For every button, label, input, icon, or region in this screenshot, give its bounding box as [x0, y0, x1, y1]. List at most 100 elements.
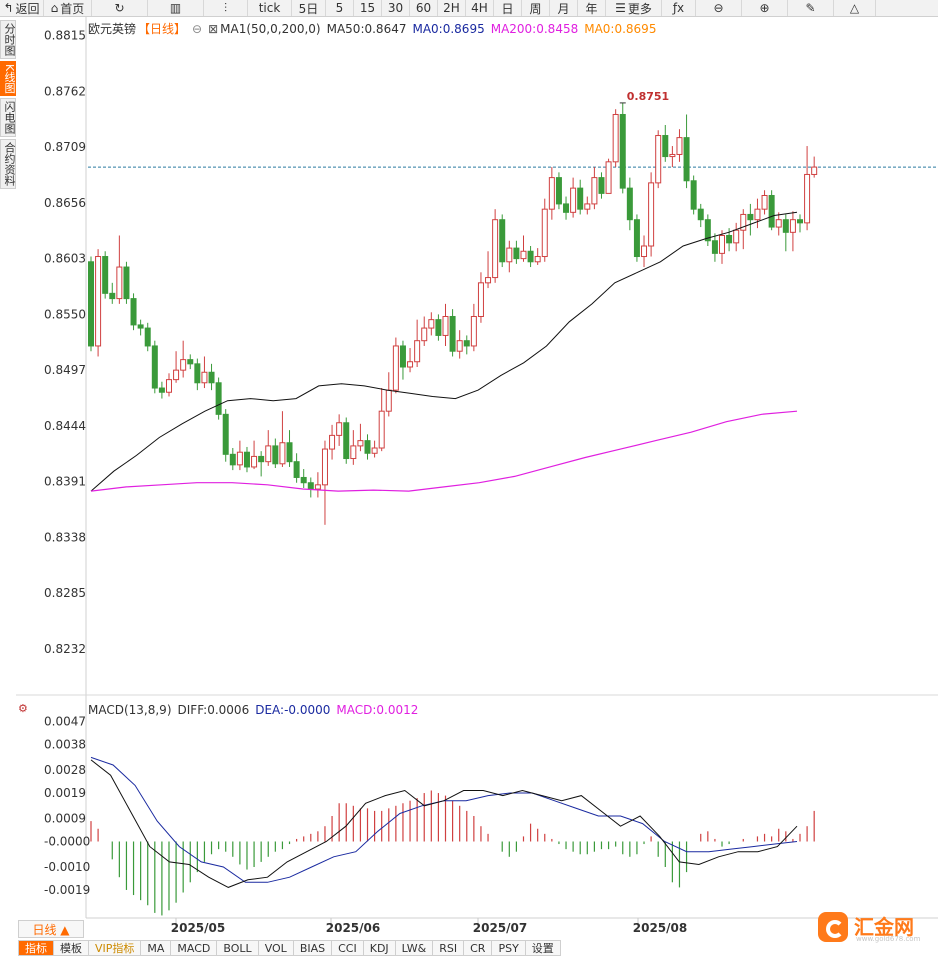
period-60[interactable]: 60 [410, 0, 438, 16]
period-select-button[interactable]: 日线 ▲ [18, 920, 84, 938]
left-tab-1[interactable]: K线图 [0, 61, 16, 97]
macd-value: MACD:0.0012 [336, 703, 419, 717]
toolbar: ↰ 返回 ⌂ 首页 ↻ ▥ ⫶ tick 5日 5 15 30 60 2H 4H 日周月年 ☰ 更多 ƒx ⊖ ⊕ ✎ △ [0, 0, 938, 17]
candle-body [797, 219, 803, 224]
candle-body [442, 315, 449, 336]
macd-name: MACD(13,8,9) [88, 703, 172, 717]
candle-body [591, 177, 598, 205]
left-tab-0[interactable]: 分时图 [0, 20, 16, 59]
candle-body [612, 113, 619, 163]
candle-body [371, 447, 378, 454]
candle-body [421, 327, 428, 342]
period-week[interactable]: 周 [522, 0, 550, 16]
indicator-tab-14[interactable]: 设置 [525, 940, 561, 956]
candle-body [350, 445, 357, 460]
indicator-tab-9[interactable]: KDJ [363, 940, 396, 956]
candle-body [697, 208, 704, 221]
macd-settings-icon[interactable]: ⚙ [18, 702, 28, 715]
candle-body [378, 410, 385, 449]
indicator-tab-11[interactable]: RSI [433, 940, 465, 956]
back-button[interactable]: ↰ 返回 [0, 0, 44, 16]
logo-icon [818, 912, 848, 942]
draw-button[interactable]: ✎ [788, 0, 834, 16]
period-15[interactable]: 15 [354, 0, 382, 16]
home-button[interactable]: ⌂ 首页 [44, 0, 92, 16]
indicator-tab-0[interactable]: 指标 [18, 940, 54, 956]
indicator-tab-8[interactable]: CCI [332, 940, 364, 956]
candle-body [527, 250, 534, 263]
indicator-tab-4[interactable]: MACD [171, 940, 218, 956]
candle-body [307, 482, 314, 490]
candle-body [102, 256, 109, 294]
candle-body [343, 422, 350, 460]
period-year[interactable]: 年 [578, 0, 606, 16]
ma-name: MA1(50,0,200,0) [220, 22, 321, 36]
candle-body [137, 324, 144, 329]
y-tick-label: 0.8550 [44, 307, 86, 321]
main-legend: 欧元英镑 【日线】 ⊖ ⊠ MA1(50,0,200,0) MA50:0.8647 MA0:… [88, 20, 662, 37]
period-30[interactable]: 30 [382, 0, 410, 16]
indicator-tab-5[interactable]: BOLL [217, 940, 259, 956]
candlestick-button[interactable]: ⫶ [204, 0, 248, 16]
indicator-tab-13[interactable]: PSY [492, 940, 526, 956]
ma50-line [90, 211, 798, 492]
candle-body [534, 256, 541, 263]
zoom-in-icon: ⊕ [759, 1, 770, 15]
period-2h-label: 2H [443, 1, 460, 15]
triangle-icon: △ [849, 1, 860, 15]
indicator-tab-7[interactable]: BIAS [293, 940, 333, 956]
candle-body [321, 448, 328, 486]
left-tab-3[interactable]: 合约资料 [0, 139, 16, 190]
period-2h[interactable]: 2H [438, 0, 466, 16]
candle-body [485, 277, 492, 284]
candle-body [747, 213, 754, 221]
zoom-in-button[interactable]: ⊕ [742, 0, 788, 16]
candlestick-icon: ⫶ [223, 0, 227, 15]
refresh-button[interactable]: ↻ [92, 0, 148, 16]
symbol-name: 欧元英镑 [88, 22, 137, 36]
x-tick-label: 2025/08 [633, 921, 687, 935]
close-legend-icon[interactable]: ⊖ [192, 22, 203, 36]
period-5day[interactable]: 5日 [292, 0, 326, 16]
candle-body [782, 219, 789, 233]
more-button[interactable]: ☰ 更多 [606, 0, 662, 16]
indicator-tab-3[interactable]: MA [141, 940, 172, 956]
period-5day-label: 5日 [298, 1, 319, 16]
macd-diff-value: DIFF:0.0006 [177, 703, 250, 717]
period-4h-label: 4H [471, 1, 488, 15]
indicator-tab-1[interactable]: 模板 [54, 940, 89, 956]
indicator-icon[interactable]: ⊠ [208, 22, 219, 36]
indicator-tab-10[interactable]: LW& [395, 940, 434, 956]
macd-y-tick-label: -0.0000 [44, 835, 90, 849]
indicator-tab-12[interactable]: CR [464, 940, 493, 956]
candle-body [768, 194, 775, 228]
period-tick[interactable]: tick [248, 0, 292, 16]
left-tab-bar: 分时图 K线图 闪电图 合约资料 [0, 20, 16, 191]
macd-legend: MACD(13,8,9) DIFF:0.0006 DEA:-0.0000 MACD:0… [88, 703, 424, 717]
candle-body [88, 261, 94, 347]
macd-diff-line [90, 759, 798, 888]
candle-body [662, 135, 669, 158]
left-tab-2[interactable]: 闪电图 [0, 98, 16, 138]
indicator-tab-6[interactable]: VOL [258, 940, 294, 956]
candle-body [520, 250, 527, 260]
candle-body [676, 137, 683, 155]
period-month-label: 月 [557, 1, 570, 16]
indicator-tab-bar: 指标 模板 VIP指标 MA MACD BOLL VOL BIAS CCI KDJ LW& RSI CR… [18, 940, 561, 956]
formula-button[interactable]: ƒx [662, 0, 696, 16]
period-month[interactable]: 月 [550, 0, 578, 16]
candle-body [215, 382, 222, 415]
candle-body [229, 453, 236, 466]
period-day[interactable]: 日 [494, 0, 522, 16]
candle-body [428, 319, 435, 329]
period-4h[interactable]: 4H [466, 0, 494, 16]
y-tick-label: 0.8285 [44, 586, 86, 600]
bar-chart-button[interactable]: ▥ [148, 0, 204, 16]
zoom-out-button[interactable]: ⊖ [696, 0, 742, 16]
period-5[interactable]: 5 [326, 0, 354, 16]
y-tick-label: 0.8232 [44, 642, 86, 656]
shape-button[interactable]: △ [834, 0, 876, 16]
indicator-tab-2[interactable]: VIP指标 [89, 940, 142, 956]
macd-dea-value: DEA:-0.0000 [255, 703, 331, 717]
